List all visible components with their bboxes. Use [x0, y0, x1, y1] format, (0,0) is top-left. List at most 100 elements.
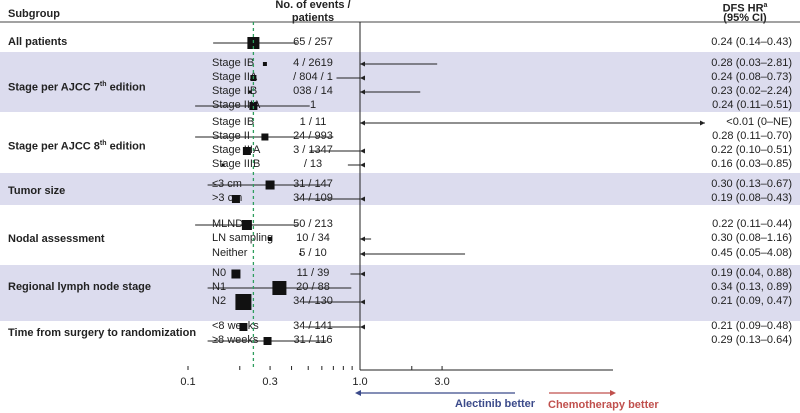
x-tick-label: 0.3	[262, 376, 277, 388]
row-events: / 13	[303, 158, 323, 170]
hr-marker	[221, 163, 225, 167]
hr-marker	[231, 269, 241, 279]
group-label-tail: edition	[106, 140, 146, 153]
hr-marker	[239, 323, 248, 331]
group-label: All patients	[8, 36, 68, 48]
alectinib-arrowhead	[355, 390, 361, 396]
x-tick-label: 3.0	[434, 376, 449, 388]
favours-right-label: Chemotherapy better	[548, 399, 659, 411]
group-label-sup: th	[99, 81, 107, 88]
row-events: 1	[309, 99, 317, 111]
group-label: Stage per AJCC 8th edition	[8, 137, 146, 154]
group-label-base: Stage per AJCC 7	[8, 81, 100, 94]
group-label: Stage per AJCC 7th edition	[8, 78, 146, 95]
hr-marker	[265, 180, 275, 190]
row-sublabel: Stage IIA	[212, 71, 258, 83]
row-events: 31 / 116	[293, 334, 333, 346]
row-events: 1 / 11	[299, 116, 327, 128]
row-hr-ci: 0.30 (0.08–1.16)	[711, 232, 792, 244]
hr-marker	[263, 337, 272, 345]
hr-marker	[262, 62, 267, 66]
hr-marker	[299, 253, 302, 255]
group-label-base: Stage per AJCC 8	[8, 140, 100, 153]
row-hr-ci: 0.24 (0.14–0.43)	[711, 36, 792, 48]
ci-left-arrow	[360, 251, 365, 257]
row-hr-ci: 0.19 (0.08–0.43)	[711, 192, 792, 204]
ci-left-arrow	[360, 148, 365, 154]
row-sublabel: Stage IIIB	[212, 158, 261, 170]
row-events: 34 / 130	[293, 295, 333, 307]
hr-marker	[248, 90, 252, 94]
group-label-sup: th	[99, 140, 107, 147]
row-events: / 804 / 1	[293, 71, 333, 83]
row-hr-ci: 0.22 (0.11–0.44)	[712, 218, 792, 230]
row-events: 11 / 39	[296, 267, 330, 279]
row-sublabel: N1	[212, 281, 227, 293]
row-sublabel: MLND	[212, 218, 244, 230]
row-hr-ci: <0.01 (0–NE)	[726, 116, 792, 128]
row-events: 34 / 109	[293, 192, 333, 204]
row-events: 20 / 88	[296, 281, 330, 293]
row-sublabel: Stage IIIA	[212, 99, 261, 111]
hr-marker	[241, 220, 252, 230]
row-sublabel: Neither	[212, 247, 248, 259]
row-events: 10 / 34	[296, 232, 330, 244]
ci-left-arrow	[360, 324, 365, 330]
row-events: 65 / 257	[293, 36, 333, 48]
row-sublabel: Stage IB	[212, 116, 255, 128]
row-events: 5 / 10	[299, 247, 327, 259]
row-events: 038 / 14	[293, 85, 333, 97]
row-hr-ci: 0.23 (0.02–2.24)	[711, 85, 792, 97]
row-hr-ci: 0.22 (0.10–0.51)	[711, 144, 792, 156]
row-sublabel: N2	[212, 295, 227, 307]
row-hr-ci: 0.28 (0.03–2.81)	[711, 57, 792, 69]
hr-marker	[272, 281, 287, 295]
x-tick-label: 0.1	[180, 376, 195, 388]
row-sublabel: Stage IIB	[212, 85, 258, 97]
row-sublabel: LN sampling	[212, 232, 274, 244]
hr-marker	[268, 237, 273, 241]
row-hr-ci: 0.45 (0.05–4.08)	[711, 247, 792, 259]
row-hr-ci: 0.24 (0.08–0.73)	[711, 71, 792, 83]
group-band	[0, 173, 800, 205]
row-events: 50 / 213	[293, 218, 333, 230]
group-label: Time from surgery to randomization	[8, 327, 197, 339]
header-subgroup: Subgroup	[8, 8, 60, 20]
group-band	[0, 265, 800, 321]
row-sublabel: ≥8 weeks	[212, 334, 259, 346]
group-label-tail: edition	[106, 81, 146, 94]
row-events: 4 / 2619	[293, 57, 333, 69]
group-label: Regional lymph node stage	[8, 281, 152, 293]
row-hr-ci: 0.21 (0.09–0.48)	[711, 320, 792, 332]
row-sublabel: ≤3 cm	[212, 178, 242, 190]
hr-marker	[235, 294, 252, 310]
ci-left-arrow	[360, 75, 365, 81]
group-label: Nodal assessment	[8, 232, 105, 245]
row-events: 24 / 993	[293, 130, 333, 142]
x-tick-label: 1.0	[352, 376, 367, 388]
header-hr-sup: a	[763, 2, 768, 9]
chemo-arrowhead	[610, 390, 616, 396]
row-events: 3 / 1347	[293, 144, 333, 156]
hr-marker	[261, 133, 269, 141]
ci-left-arrow	[360, 89, 365, 95]
row-hr-ci: 0.34 (0.13, 0.89)	[711, 281, 792, 293]
ci-left-arrow	[360, 61, 365, 67]
favours-left-label: Alectinib better	[455, 398, 536, 410]
hr-marker	[231, 195, 240, 203]
hr-marker	[242, 147, 251, 155]
header-events: No. of events / patients	[275, 0, 351, 24]
header-hr-label: DFS HR	[722, 2, 764, 15]
row-hr-ci: 0.28 (0.11–0.70)	[712, 130, 792, 142]
ci-left-arrow	[360, 236, 365, 242]
row-hr-ci: 0.30 (0.13–0.67)	[711, 178, 792, 190]
row-hr-ci: 0.29 (0.13–0.64)	[711, 334, 792, 346]
row-hr-ci: 0.24 (0.11–0.51)	[712, 99, 792, 111]
row-sublabel: Stage IB	[212, 57, 255, 69]
row-events: 34 / 141	[293, 320, 333, 332]
ci-right-arrow	[700, 120, 705, 126]
header-ci: (95% CI)	[723, 12, 767, 24]
row-hr-ci: 0.16 (0.03–0.85)	[711, 158, 792, 170]
